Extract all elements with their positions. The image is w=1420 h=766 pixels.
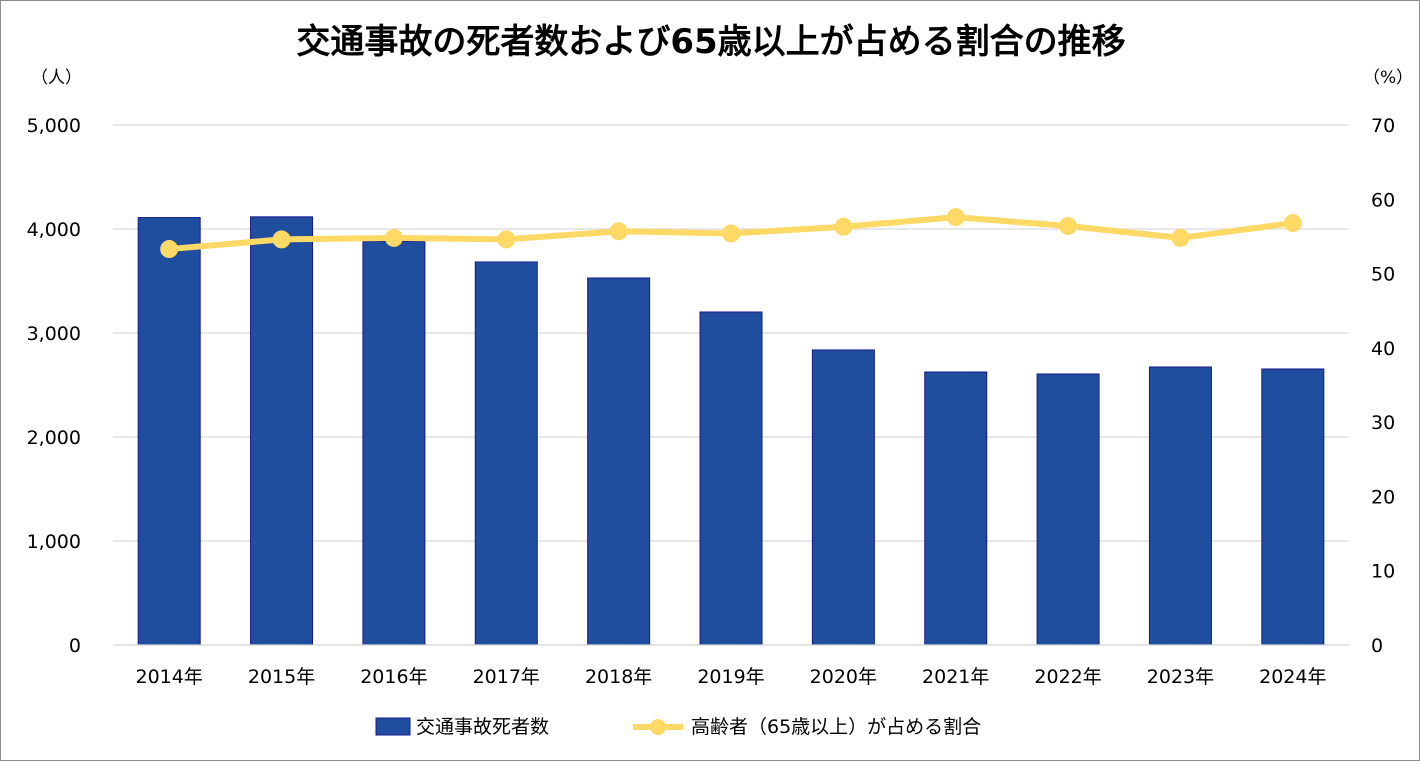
left-tick-label: 0 xyxy=(69,635,81,657)
line-point xyxy=(722,224,740,243)
left-tick-label: 2,000 xyxy=(27,427,81,449)
bar xyxy=(362,240,426,646)
bar xyxy=(1036,373,1100,646)
line-point xyxy=(609,222,628,241)
bar xyxy=(250,216,314,646)
left-tick-label: 3,000 xyxy=(27,323,81,345)
right-tick-label: 60 xyxy=(1371,189,1395,211)
x-tick-label: 2014年 xyxy=(136,666,203,688)
right-axis-unit: （%） xyxy=(1363,68,1413,88)
line-point xyxy=(160,240,179,259)
x-tick-label: 2015年 xyxy=(248,666,315,688)
legend-bar-label: 交通事故死者数 xyxy=(416,716,549,738)
left-tick-label: 4,000 xyxy=(27,219,81,241)
legend: 交通事故死者数 高齢者（65歳以上）が占める割合 xyxy=(375,716,981,738)
left-axis-unit: （人） xyxy=(31,68,82,88)
right-tick-label: 0 xyxy=(1371,635,1383,657)
right-tick-label: 10 xyxy=(1371,561,1395,583)
x-tick-label: 2022年 xyxy=(1034,666,1101,688)
line-point xyxy=(1059,217,1078,236)
left-tick-label: 5,000 xyxy=(27,115,81,137)
right-tick-label: 50 xyxy=(1371,264,1395,286)
x-tick-label: 2024年 xyxy=(1259,666,1326,688)
bar xyxy=(924,371,988,646)
bar xyxy=(474,261,538,646)
bar xyxy=(587,277,651,646)
bar xyxy=(137,217,201,646)
legend-bar-swatch xyxy=(375,717,411,736)
line-point xyxy=(384,228,403,247)
bar xyxy=(699,311,763,646)
chart-title: 交通事故の死者数および65歳以上が占める割合の推移 xyxy=(296,22,1125,62)
x-tick-label: 2016年 xyxy=(360,666,427,688)
left-tick-label: 1,000 xyxy=(27,531,81,553)
line-point xyxy=(1171,228,1190,247)
x-tick-label: 2018年 xyxy=(585,666,652,688)
bar xyxy=(1148,366,1212,646)
line-point xyxy=(1283,214,1302,233)
x-tick-label: 2017年 xyxy=(473,666,540,688)
x-tick-label: 2021年 xyxy=(922,666,989,688)
bar xyxy=(811,349,875,646)
right-tick-label: 20 xyxy=(1371,486,1395,508)
right-tick-label: 40 xyxy=(1371,338,1395,360)
bar xyxy=(1261,368,1325,646)
right-tick-label: 70 xyxy=(1371,115,1395,137)
line-point xyxy=(272,230,291,249)
line-point xyxy=(497,230,516,249)
line-point xyxy=(946,208,965,227)
legend-line-marker xyxy=(650,719,666,735)
x-tick-label: 2020年 xyxy=(810,666,877,688)
x-tick-label: 2019年 xyxy=(697,666,764,688)
legend-line-label: 高齢者（65歳以上）が占める割合 xyxy=(691,716,981,738)
right-tick-label: 30 xyxy=(1371,412,1395,434)
x-tick-label: 2023年 xyxy=(1147,666,1214,688)
line-point xyxy=(834,217,853,236)
